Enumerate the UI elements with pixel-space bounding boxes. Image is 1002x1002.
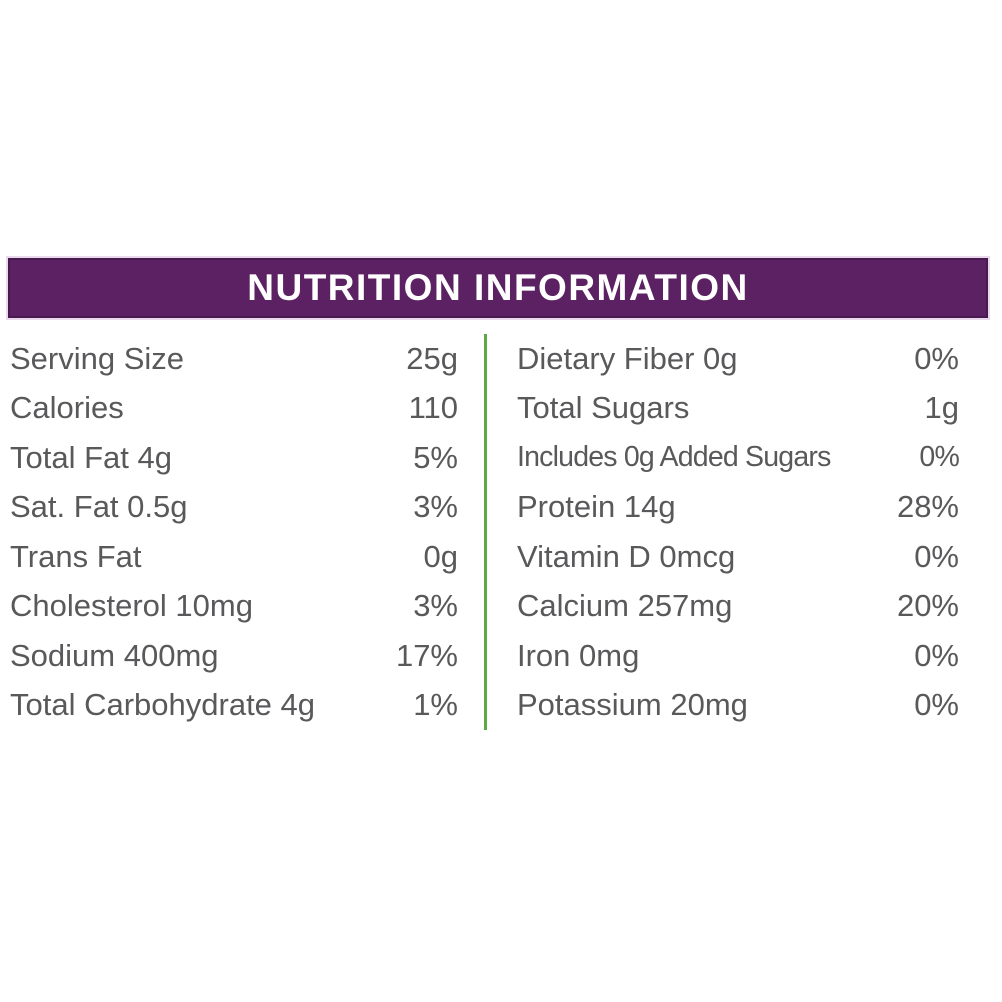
nutrient-value: 28%: [896, 489, 959, 525]
nutrient-value: 110: [408, 390, 458, 426]
nutrition-row-sat-fat: Sat. Fat 0.5g 3%: [10, 483, 458, 533]
nutrient-label: Sodium 400mg: [10, 637, 219, 673]
nutrition-table: Serving Size 25g Calories 110 Total Fat …: [10, 334, 990, 730]
nutrition-row-serving-size: Serving Size 25g: [10, 334, 458, 384]
nutrient-label: Serving Size: [10, 340, 185, 376]
nutrient-value: 25g: [406, 340, 458, 376]
nutrient-label: Total Fat 4g: [10, 439, 172, 475]
nutrition-row-protein: Protein 14g 28%: [517, 483, 959, 533]
nutrient-value: 0%: [914, 687, 959, 723]
nutrient-value: 3%: [413, 489, 458, 525]
nutrient-label: Iron 0mg: [517, 637, 640, 673]
nutrient-value: 0%: [914, 538, 959, 574]
nutrient-label: Sat. Fat 0.5g: [10, 489, 188, 525]
nutrition-row-iron: Iron 0mg 0%: [517, 631, 959, 681]
nutrition-column-left: Serving Size 25g Calories 110 Total Fat …: [10, 334, 458, 730]
nutrient-label: Calcium 257mg: [517, 588, 733, 624]
nutrient-value: 0%: [914, 637, 959, 673]
nutrition-row-calcium: Calcium 257mg 20%: [517, 582, 959, 632]
nutrient-label: Total Carbohydrate 4g: [10, 687, 316, 723]
nutrient-value: 20%: [896, 588, 959, 624]
nutrient-value: 17%: [395, 637, 458, 673]
nutrient-label: Protein 14g: [517, 489, 676, 525]
nutrition-row-vitamin-d: Vitamin D 0mcg 0%: [517, 532, 959, 582]
nutrient-value: 5%: [413, 439, 458, 475]
nutrition-row-sodium: Sodium 400mg 17%: [10, 631, 458, 681]
nutrition-header-band: NUTRITION INFORMATION: [8, 258, 988, 318]
nutrition-row-potassium: Potassium 20mg 0%: [517, 681, 959, 731]
nutrient-value: 1g: [924, 390, 959, 426]
nutrient-label: Potassium 20mg: [517, 687, 748, 723]
green-column-divider: [484, 334, 487, 730]
nutrition-row-added-sugars: Includes 0g Added Sugars 0%: [517, 433, 960, 483]
nutrition-row-dietary-fiber: Dietary Fiber 0g 0%: [517, 334, 959, 384]
nutrition-row-cholesterol: Cholesterol 10mg 3%: [10, 582, 458, 632]
nutrient-label: Dietary Fiber 0g: [517, 340, 738, 376]
nutrient-label: Includes 0g Added Sugars: [517, 441, 831, 474]
nutrient-label: Calories: [10, 390, 124, 426]
nutrition-column-right: Dietary Fiber 0g 0% Total Sugars 1g Incl…: [487, 334, 990, 730]
nutrient-label: Total Sugars: [517, 390, 690, 426]
nutrition-title: NUTRITION INFORMATION: [247, 266, 749, 308]
nutrition-row-trans-fat: Trans Fat 0g: [10, 532, 458, 582]
nutrient-value: 1%: [413, 687, 458, 723]
nutrient-value: 0g: [423, 538, 458, 574]
nutrient-label: Vitamin D 0mcg: [517, 538, 736, 574]
nutrition-row-total-carbohydrate: Total Carbohydrate 4g 1%: [10, 681, 458, 731]
nutrition-row-total-fat: Total Fat 4g 5%: [10, 433, 458, 483]
nutrient-value: 0%: [919, 441, 959, 474]
nutrient-label: Cholesterol 10mg: [10, 588, 253, 624]
nutrient-label: Trans Fat: [10, 538, 142, 574]
nutrition-row-total-sugars: Total Sugars 1g: [517, 384, 959, 434]
nutrition-row-calories: Calories 110: [10, 384, 458, 434]
nutrient-value: 0%: [914, 340, 959, 376]
nutrient-value: 3%: [413, 588, 458, 624]
